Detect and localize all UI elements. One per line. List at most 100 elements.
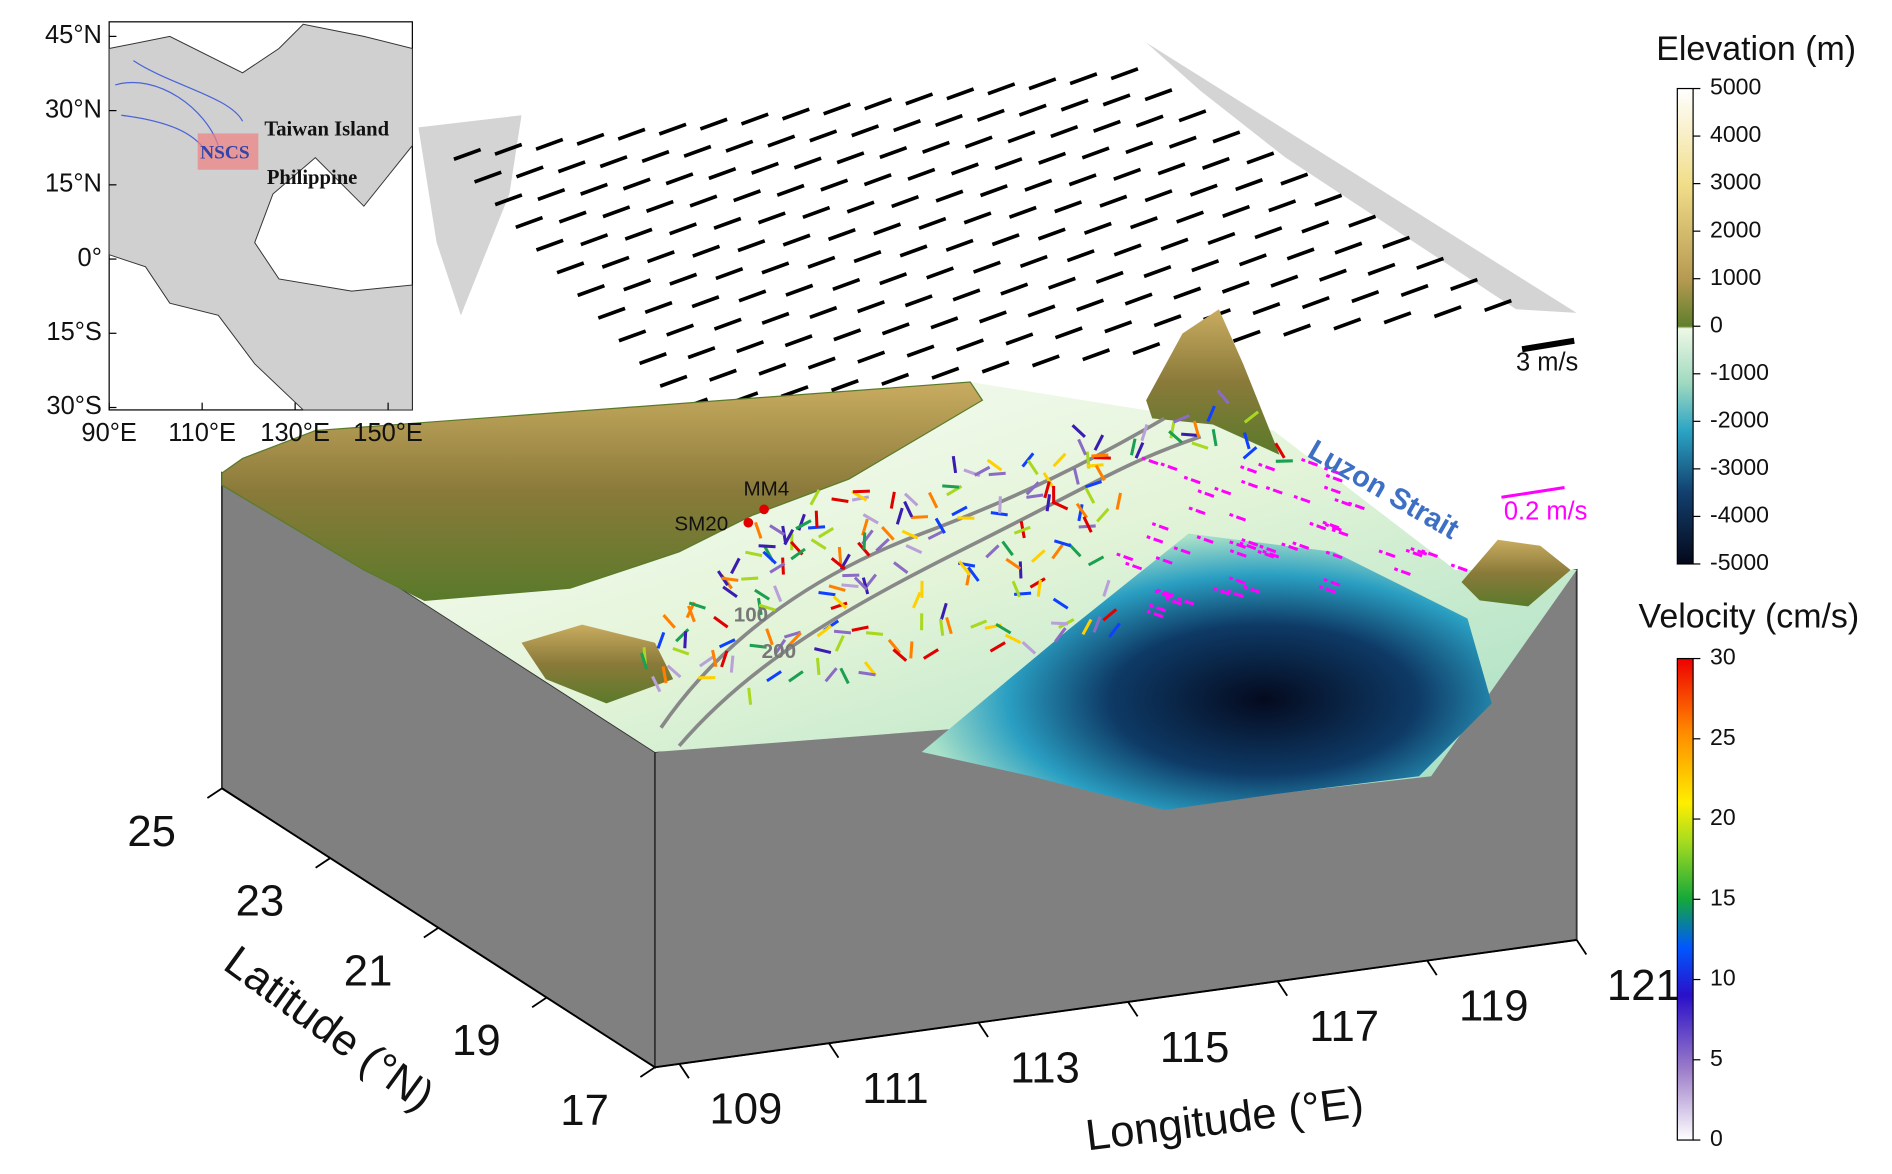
current-arrow: [990, 511, 1008, 517]
tick-mark: [1276, 980, 1288, 997]
current-arrow: [1146, 535, 1164, 544]
wind-arrow: [1027, 304, 1056, 318]
colorbar-tick-label: 3000: [1710, 169, 1761, 195]
wind-arrow: [1125, 141, 1154, 155]
wind-arrow: [891, 194, 920, 209]
wind-arrow: [1132, 342, 1161, 356]
wind-arrow: [737, 239, 766, 253]
tick-mark: [1426, 960, 1438, 976]
current-arrow: [1086, 463, 1104, 468]
wind-arrow: [577, 283, 606, 298]
current-arrow: [1309, 521, 1327, 531]
wind-arrow: [692, 244, 721, 258]
land-luzon: [1461, 539, 1571, 607]
current-arrow: [851, 495, 870, 502]
current-arrow: [815, 657, 821, 675]
wind-arrow: [638, 352, 667, 366]
current-arrow: [893, 561, 909, 574]
current-arrow: [852, 489, 870, 494]
colorbar-tick-label: -2000: [1710, 406, 1769, 432]
current-arrow: [1229, 512, 1247, 522]
wind-arrow: [515, 165, 544, 179]
wind-arrow: [820, 178, 849, 192]
current-arrow: [1125, 561, 1143, 571]
wind-arrow: [713, 317, 742, 331]
wind-arrow: [1301, 220, 1330, 234]
wind-arrow: [624, 227, 653, 241]
inset-tick-label: 90°E: [81, 419, 136, 447]
wind-arrow: [934, 113, 963, 128]
colorbar-tick-label: 0: [1710, 311, 1723, 337]
current-arrow: [729, 655, 735, 673]
station-label: MM4: [743, 477, 789, 500]
wind-arrow: [1383, 311, 1412, 325]
wind-arrow: [823, 102, 851, 116]
colorbar-tick-label: 30: [1710, 644, 1736, 670]
wind-arrow: [1157, 162, 1186, 176]
wind-arrow: [1113, 243, 1142, 257]
tick-mark: [423, 927, 439, 939]
current-arrow: [1318, 585, 1336, 594]
current-arrow: [1102, 579, 1111, 597]
current-arrow: [828, 584, 846, 592]
current-arrow: [1116, 552, 1134, 562]
wind-arrow: [494, 142, 523, 156]
current-arrow: [1029, 577, 1046, 589]
wind-arrow: [1024, 178, 1053, 192]
wind-arrow: [1000, 282, 1029, 296]
current-arrow: [1192, 420, 1201, 438]
wind-arrow: [622, 177, 651, 191]
current-arrow: [824, 667, 838, 683]
wind-arrow: [1280, 172, 1309, 186]
wind-arrow: [1068, 173, 1097, 187]
current-arrow: [1259, 544, 1277, 554]
current-arrow: [1092, 616, 1102, 633]
wind-arrow: [1153, 314, 1182, 328]
current-arrow: [1013, 525, 1031, 535]
tick-mark: [977, 1021, 989, 1038]
current-arrow: [722, 585, 738, 598]
current-arrow: [1323, 466, 1341, 476]
current-arrow: [1091, 453, 1109, 458]
current-arrow: [903, 492, 919, 507]
wind-arrow: [1066, 249, 1095, 263]
current-arrow: [1075, 502, 1089, 519]
wind-arrow: [1176, 210, 1204, 224]
current-arrow: [774, 638, 787, 655]
current-arrow: [809, 489, 821, 506]
current-arrow: [675, 628, 690, 643]
inset-tick-label: 110°E: [168, 419, 236, 447]
current-arrow: [1043, 481, 1051, 499]
colorbar-tick-label: 15: [1710, 884, 1736, 910]
wind-arrow: [981, 360, 1010, 374]
current-arrow: [787, 631, 802, 647]
current-arrow: [1011, 580, 1022, 598]
current-arrow: [940, 602, 948, 620]
tick-label: 23: [236, 877, 285, 926]
contour-100: [659, 416, 1166, 729]
wind-arrow: [1028, 77, 1057, 91]
current-arrow: [1405, 548, 1423, 558]
wind-arrow: [1083, 221, 1112, 235]
current-arrow: [720, 650, 729, 668]
inset-tick-label: 15°S: [46, 318, 101, 346]
current-arrow: [1197, 489, 1215, 498]
wind-arrow: [1382, 235, 1411, 249]
current-arrow: [958, 560, 971, 576]
current-arrow: [1164, 597, 1182, 606]
wind-arrow: [453, 147, 482, 161]
current-arrow: [1018, 561, 1023, 579]
current-arrow: [711, 649, 718, 668]
wind-arrow: [879, 272, 908, 286]
wind-arrow: [1283, 323, 1311, 337]
current-arrow: [1021, 640, 1037, 655]
station-marker: [759, 504, 769, 515]
current-arrow: [862, 513, 879, 525]
tick-label: 109: [709, 1085, 782, 1134]
wind-arrow: [809, 305, 838, 320]
wind-arrow: [851, 124, 880, 138]
current-arrow: [998, 496, 1002, 514]
wind-arrow: [1212, 130, 1241, 144]
wind-arrow: [1450, 277, 1478, 291]
current-arrow: [942, 484, 960, 489]
